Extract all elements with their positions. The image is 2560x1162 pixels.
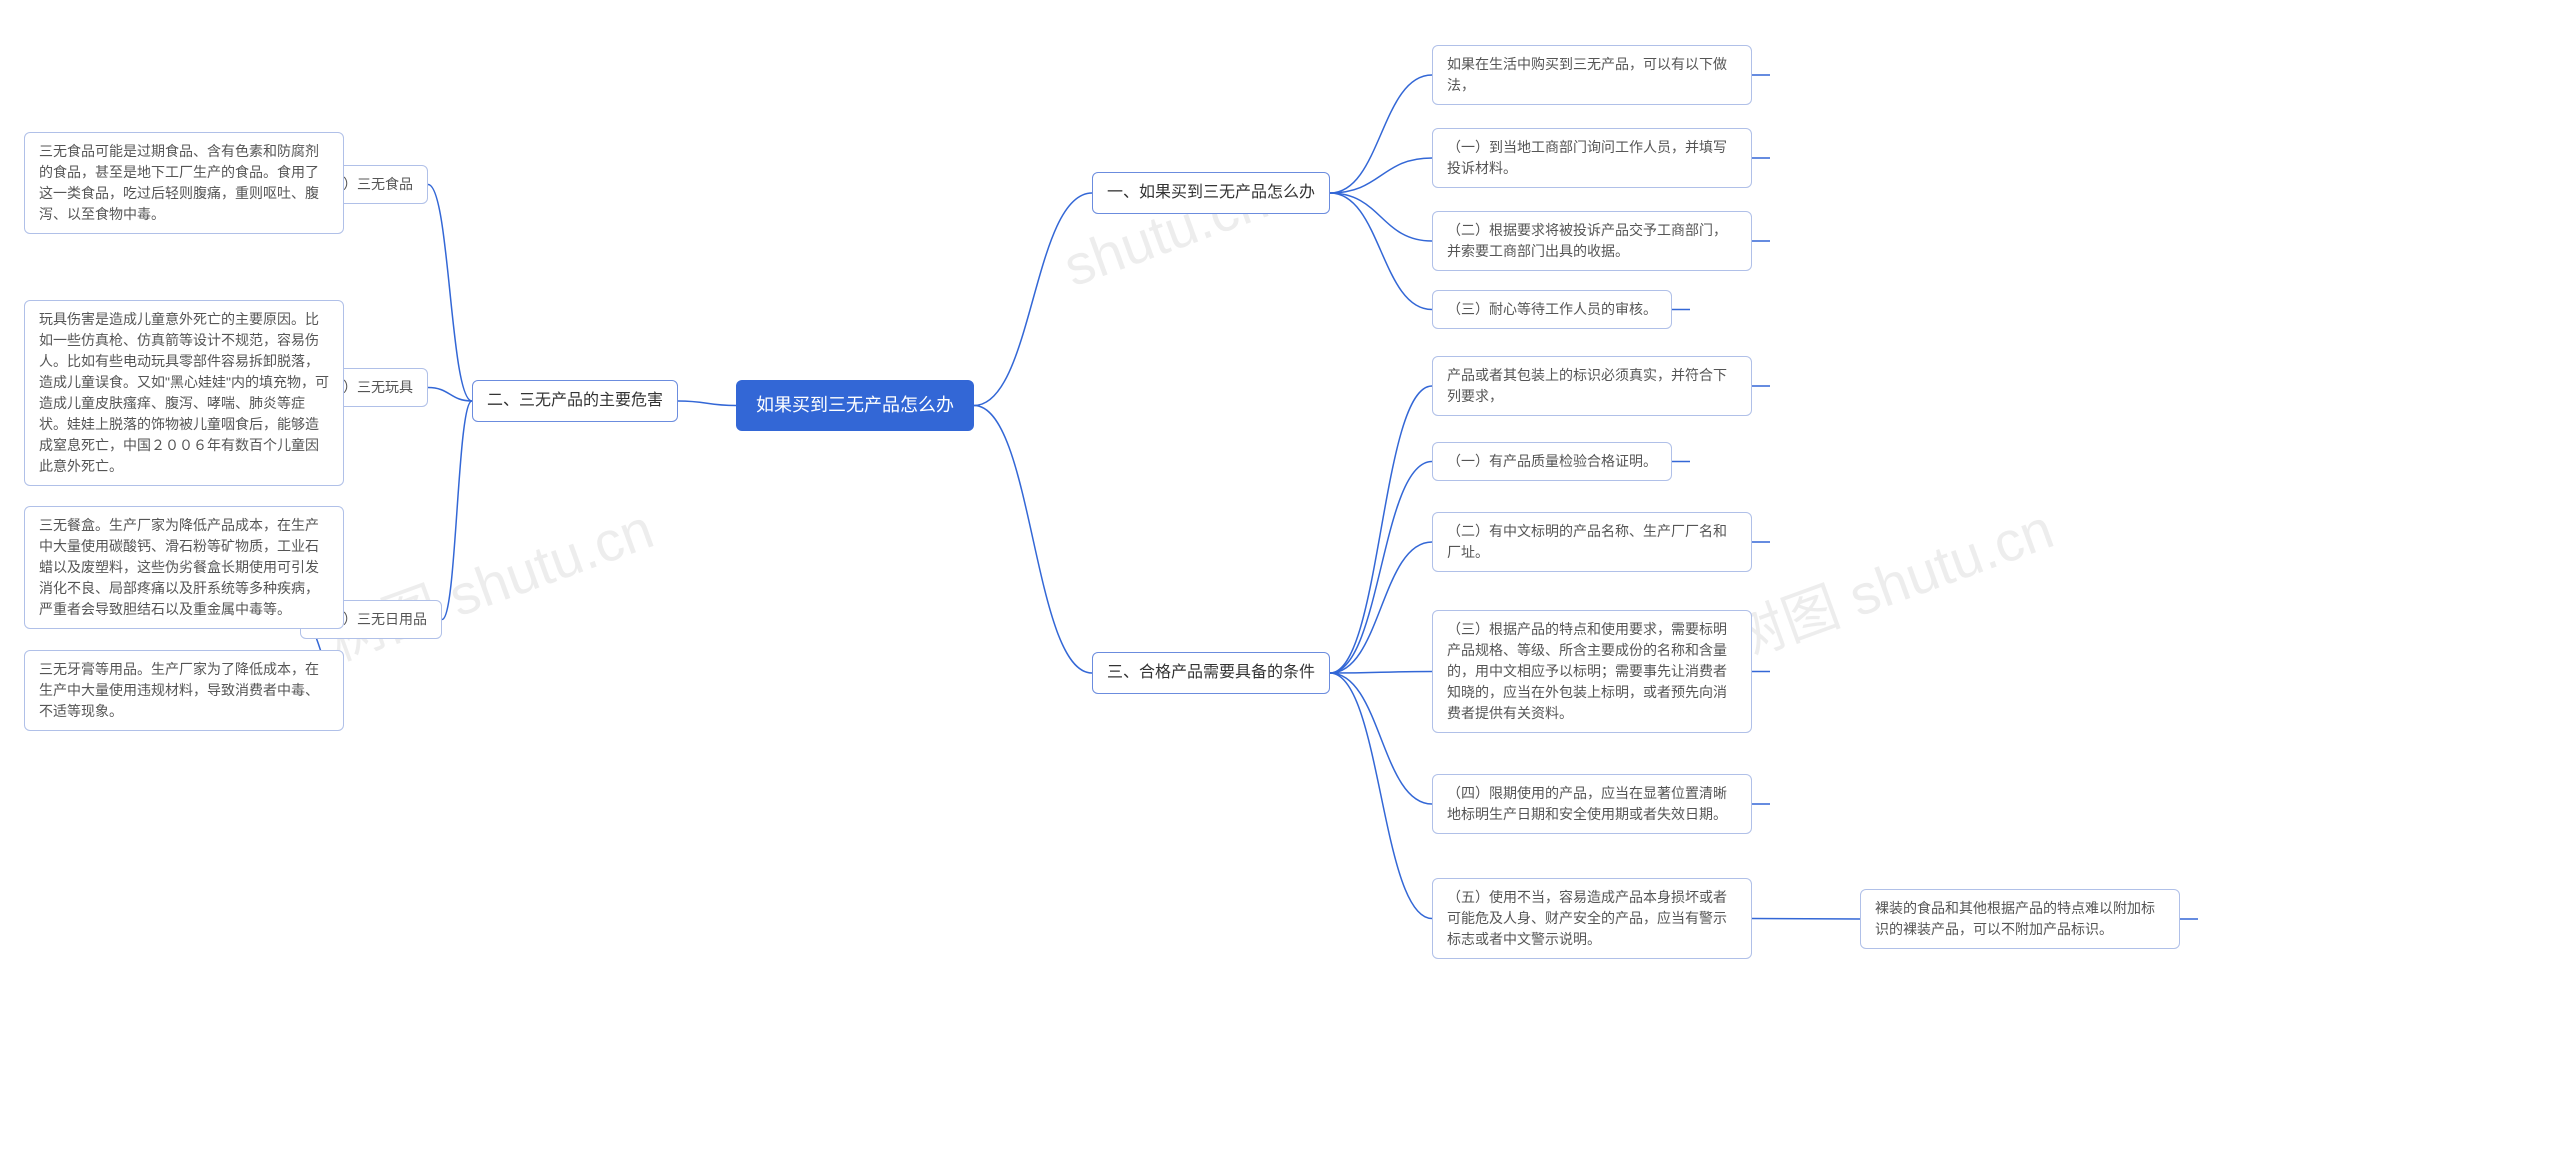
right-leaf-1-3: （三）根据产品的特点和使用要求，需要标明产品规格、等级、所含主要成份的名称和含量…	[1432, 610, 1752, 733]
right-leaf-1-1: （一）有产品质量检验合格证明。	[1432, 442, 1672, 481]
right-leaf-1-5-0: 裸装的食品和其他根据产品的特点难以附加标识的裸装产品，可以不附加产品标识。	[1860, 889, 2180, 949]
right-branch-0: 一、如果买到三无产品怎么办	[1092, 172, 1330, 214]
left-leaf-0-2-1: 三无牙膏等用品。生产厂家为了降低成本，在生产中大量使用违规材料，导致消费者中毒、…	[24, 650, 344, 731]
right-leaf-0-0: 如果在生活中购买到三无产品，可以有以下做法，	[1432, 45, 1752, 105]
right-leaf-1-0: 产品或者其包装上的标识必须真实，并符合下列要求，	[1432, 356, 1752, 416]
right-leaf-0-2: （二）根据要求将被投诉产品交予工商部门，并索要工商部门出具的收据。	[1432, 211, 1752, 271]
right-branch-1: 三、合格产品需要具备的条件	[1092, 652, 1330, 694]
right-leaf-0-1: （一）到当地工商部门询问工作人员，并填写投诉材料。	[1432, 128, 1752, 188]
right-leaf-0-3: （三）耐心等待工作人员的审核。	[1432, 290, 1672, 329]
right-leaf-1-4: （四）限期使用的产品，应当在显著位置清晰地标明生产日期和安全使用期或者失效日期。	[1432, 774, 1752, 834]
left-leaf-0-1-0: 玩具伤害是造成儿童意外死亡的主要原因。比如一些仿真枪、仿真箭等设计不规范，容易伤…	[24, 300, 344, 486]
left-leaf-0-0-0: 三无食品可能是过期食品、含有色素和防腐剂的食品，甚至是地下工厂生产的食品。食用了…	[24, 132, 344, 234]
left-leaf-0-2-0: 三无餐盒。生产厂家为降低产品成本，在生产中大量使用碳酸钙、滑石粉等矿物质，工业石…	[24, 506, 344, 629]
watermark: 树图 shutu.cn	[1716, 484, 2063, 676]
watermark: 树图 shutu.cn	[316, 484, 663, 676]
right-leaf-1-5: （五）使用不当，容易造成产品本身损坏或者可能危及人身、财产安全的产品，应当有警示…	[1432, 878, 1752, 959]
root-node: 如果买到三无产品怎么办	[736, 380, 974, 431]
right-leaf-1-2: （二）有中文标明的产品名称、生产厂厂名和厂址。	[1432, 512, 1752, 572]
left-branch-0: 二、三无产品的主要危害	[472, 380, 678, 422]
